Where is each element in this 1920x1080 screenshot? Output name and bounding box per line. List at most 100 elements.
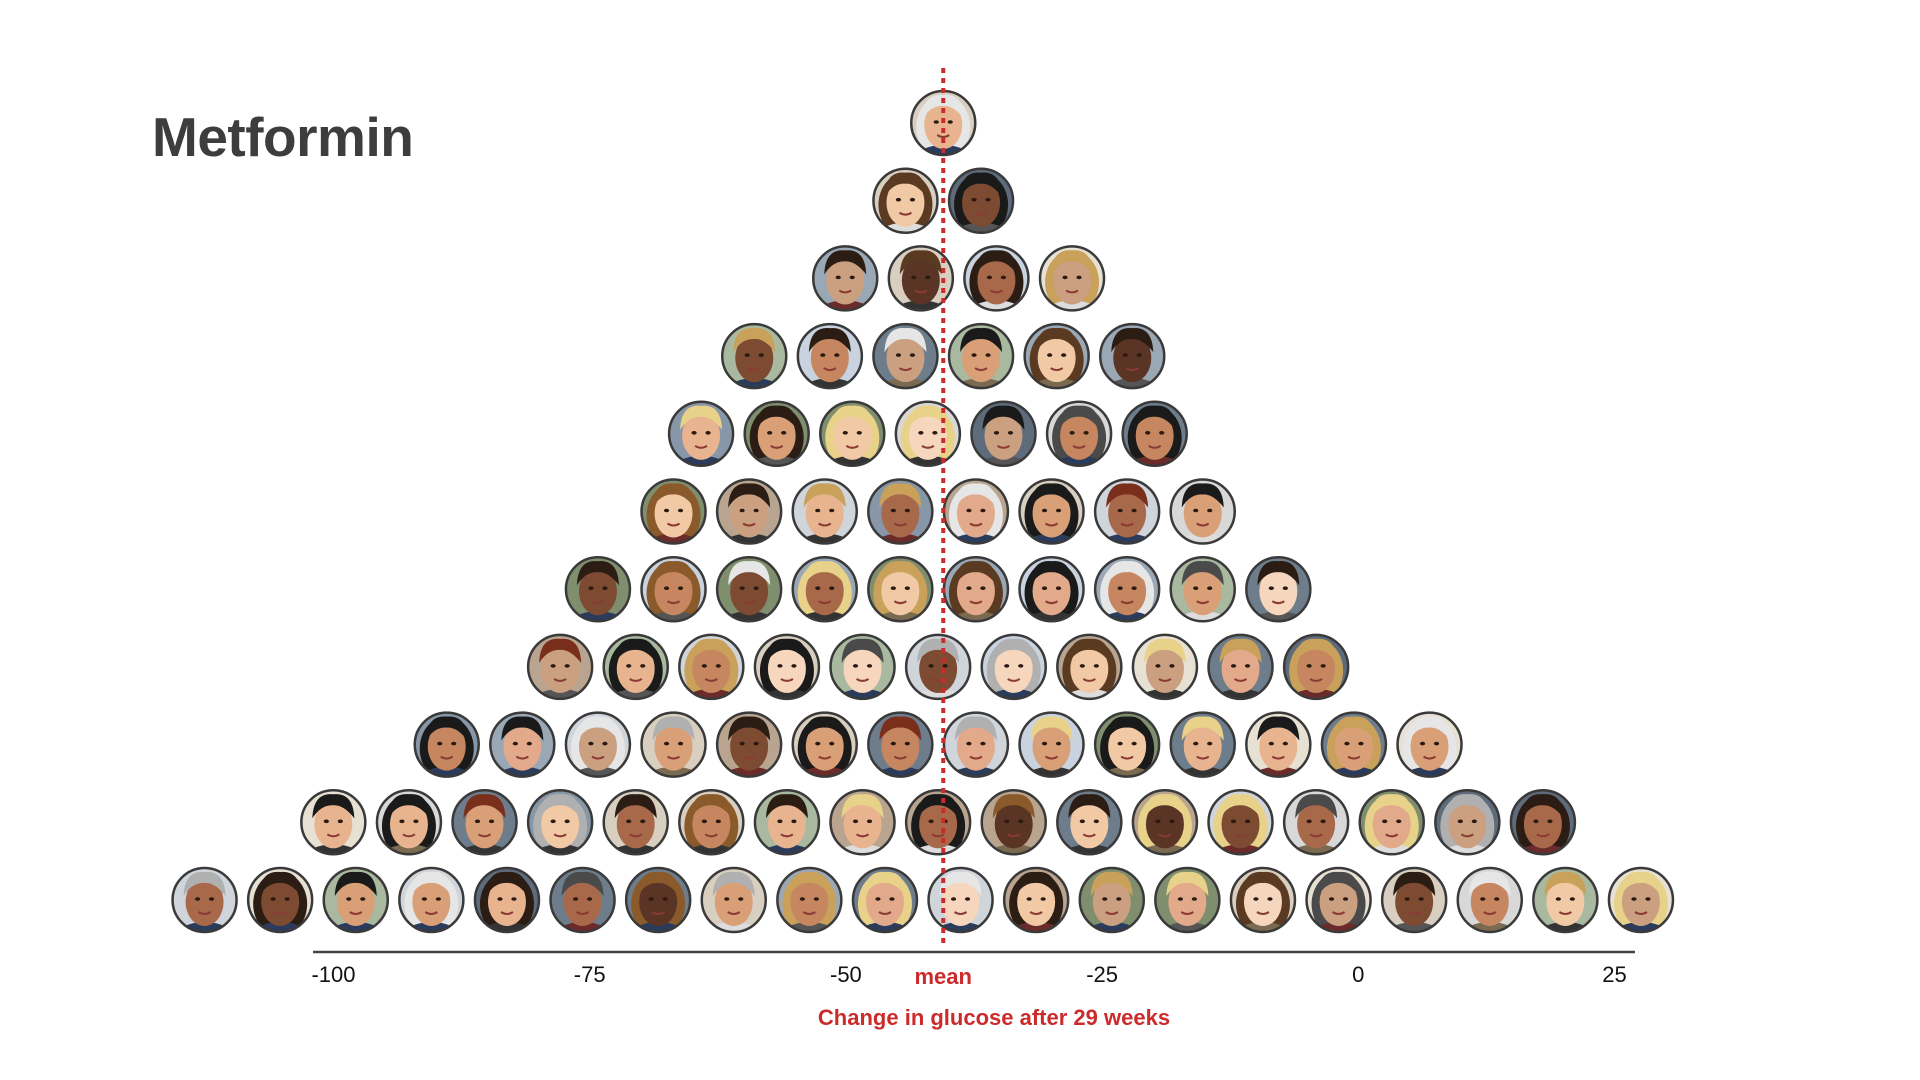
participant-face-marker xyxy=(678,789,745,856)
participant-face-marker xyxy=(413,711,480,778)
x-tick-label: 0 xyxy=(1352,962,1364,987)
participant-face-marker xyxy=(1018,555,1085,623)
participant-face-marker xyxy=(963,245,1030,312)
participant-face-marker xyxy=(894,400,962,468)
participant-face-marker xyxy=(947,322,1015,390)
participant-face-marker xyxy=(526,633,594,701)
participant-face-marker xyxy=(851,866,919,934)
participant-face-marker xyxy=(791,478,858,545)
x-tick-label: 25 xyxy=(1602,962,1626,987)
participant-face-marker xyxy=(1038,245,1106,312)
participant-face-marker xyxy=(1045,400,1113,468)
participant-face-marker xyxy=(1456,866,1524,934)
participant-face-marker xyxy=(1320,711,1388,778)
participant-face-marker xyxy=(1169,478,1236,545)
participant-face-marker xyxy=(246,866,314,934)
participant-face-marker xyxy=(776,866,843,934)
participant-face-marker xyxy=(1131,789,1199,856)
faces-group xyxy=(171,89,1675,934)
participant-face-marker xyxy=(640,478,707,545)
participant-face-marker xyxy=(1131,633,1199,701)
participant-face-marker xyxy=(1207,633,1274,701)
participant-face-marker xyxy=(942,711,1010,778)
participant-face-marker xyxy=(819,400,886,468)
x-tick-label: -75 xyxy=(574,962,606,987)
participant-face-marker xyxy=(872,167,939,234)
participant-face-marker xyxy=(549,866,616,934)
participant-face-marker xyxy=(640,555,707,623)
participant-face-marker xyxy=(1305,866,1372,934)
participant-face-marker xyxy=(942,555,1010,623)
participant-face-marker xyxy=(1002,866,1070,934)
participant-face-marker xyxy=(904,633,972,701)
participant-face-marker xyxy=(1380,866,1448,934)
participant-face-marker xyxy=(667,400,735,468)
participant-face-marker xyxy=(1282,789,1350,856)
participant-face-marker xyxy=(473,866,541,934)
participant-face-marker xyxy=(602,789,669,856)
participant-face-marker xyxy=(1093,478,1161,545)
participant-face-marker xyxy=(811,245,879,312)
participant-face-marker xyxy=(829,789,896,856)
participant-face-marker xyxy=(791,555,858,623)
participant-face-marker xyxy=(743,400,810,468)
participant-face-marker xyxy=(1169,555,1236,623)
participant-face-marker xyxy=(980,633,1047,701)
participant-face-marker xyxy=(1078,866,1146,934)
x-axis-ticks: -100 -75 -50 -25 0 25 xyxy=(311,962,1626,987)
participant-face-marker xyxy=(624,866,692,934)
chart-title: Metformin xyxy=(152,106,414,168)
participant-face-marker xyxy=(700,866,768,934)
participant-face-marker xyxy=(526,789,594,856)
participant-face-marker xyxy=(1245,711,1312,778)
participant-face-marker xyxy=(375,789,443,856)
participant-face-marker xyxy=(1532,866,1599,934)
participant-face-marker xyxy=(872,322,939,390)
participant-face-marker xyxy=(1169,711,1236,778)
participant-face-marker xyxy=(1207,789,1274,856)
participant-face-marker xyxy=(602,633,669,701)
x-tick-label: -25 xyxy=(1086,962,1118,987)
participant-face-marker xyxy=(947,167,1015,234)
participant-face-marker xyxy=(1396,711,1463,778)
participant-face-marker xyxy=(564,711,632,778)
participant-face-marker xyxy=(171,866,238,934)
participant-face-marker xyxy=(753,789,821,856)
participant-face-marker xyxy=(715,711,783,778)
participant-face-marker xyxy=(753,633,821,701)
participant-face-marker xyxy=(640,711,707,778)
participant-face-marker xyxy=(1023,322,1090,390)
participant-face-marker xyxy=(1154,866,1221,934)
x-tick-label: -50 xyxy=(830,962,862,987)
participant-face-marker xyxy=(942,478,1010,545)
participant-face-marker xyxy=(715,478,783,545)
participant-face-marker xyxy=(1018,478,1085,545)
x-axis-title: Change in glucose after 29 weeks xyxy=(818,1005,1170,1030)
participant-face-marker xyxy=(1358,789,1425,856)
participant-face-marker xyxy=(451,789,518,856)
participant-face-marker xyxy=(1282,633,1350,701)
participant-face-marker xyxy=(489,711,556,778)
participant-face-marker xyxy=(970,400,1037,468)
participant-face-marker xyxy=(1509,789,1577,856)
participant-face-marker xyxy=(867,478,934,545)
participant-face-marker xyxy=(1245,555,1312,623)
participant-face-marker xyxy=(910,89,977,157)
participant-face-marker xyxy=(980,789,1047,856)
participant-face-marker xyxy=(1056,633,1123,701)
participant-face-marker xyxy=(1093,711,1161,778)
participant-face-marker xyxy=(1229,866,1297,934)
participant-face-marker xyxy=(829,633,896,701)
participant-face-marker xyxy=(867,555,934,623)
mean-label: mean xyxy=(915,964,972,989)
participant-face-marker xyxy=(715,555,783,623)
participant-face-marker xyxy=(322,866,390,934)
participant-face-marker xyxy=(1056,789,1123,856)
participant-face-marker xyxy=(1093,555,1161,623)
participant-face-marker xyxy=(796,322,864,390)
participant-face-marker xyxy=(1099,322,1166,390)
participant-face-marker xyxy=(867,711,934,778)
participant-face-marker xyxy=(927,866,994,934)
participant-face-marker xyxy=(564,555,632,623)
